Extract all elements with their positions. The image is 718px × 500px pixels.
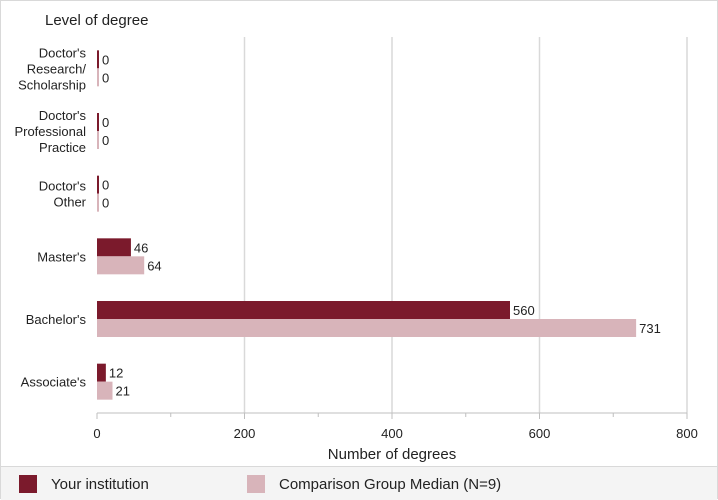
bar-your-institution (97, 175, 99, 194)
bar-your-institution (97, 50, 99, 69)
data-label: 0 (102, 196, 109, 211)
category-label: Bachelor's (26, 312, 87, 327)
category-label: Doctor's Other (39, 179, 87, 210)
bar-comparison-group (97, 256, 145, 275)
data-label: 64 (147, 258, 161, 273)
bar-your-institution (97, 363, 106, 382)
bar-comparison-group (97, 68, 99, 87)
data-label: 12 (109, 366, 123, 381)
data-label: 46 (134, 240, 148, 255)
bar-your-institution (97, 113, 99, 131)
x-tick-label: 600 (529, 426, 551, 441)
data-label: 731 (639, 321, 661, 336)
y-axis-title: Level of degree (45, 12, 148, 29)
data-label: 0 (102, 133, 109, 148)
category-label: Doctor's Professional Practice (14, 108, 86, 155)
legend-label-comparison-group: Comparison Group Median (N=9) (279, 475, 502, 493)
bar-your-institution (97, 301, 510, 319)
data-label: 0 (102, 52, 109, 67)
category-label: Associate's (21, 375, 87, 390)
bar-comparison-group (97, 319, 637, 337)
data-label: 21 (115, 384, 129, 399)
x-tick-label: 800 (676, 426, 698, 441)
data-label: 560 (513, 303, 535, 318)
legend: Your institution Comparison Group Median… (1, 466, 717, 500)
data-label: 0 (102, 70, 109, 85)
bar-comparison-group (97, 193, 99, 212)
x-tick-label: 0 (93, 426, 100, 441)
data-label: 0 (102, 178, 109, 193)
legend-label-your-institution: Your institution (51, 475, 149, 493)
bar-chart: Level of degree 0 200 400 600 800 Doctor's Re… (14, 12, 698, 463)
category-label: Master's (37, 249, 86, 264)
data-label: 0 (102, 115, 109, 130)
bar-comparison-group (97, 381, 113, 400)
x-axis-title: Number of degrees (328, 446, 456, 463)
bar-comparison-group (97, 131, 99, 149)
x-tick-label: 200 (234, 426, 256, 441)
x-tick-label: 400 (381, 426, 403, 441)
bar-your-institution (97, 238, 131, 257)
category-label: Doctor's Research/Scholarship (18, 45, 86, 92)
legend-item-comparison-group: Comparison Group Median (N=9) (247, 474, 501, 494)
legend-swatch-your-institution (19, 475, 37, 493)
legend-item-your-institution: Your institution (19, 474, 149, 494)
legend-swatch-comparison-group (247, 475, 265, 493)
